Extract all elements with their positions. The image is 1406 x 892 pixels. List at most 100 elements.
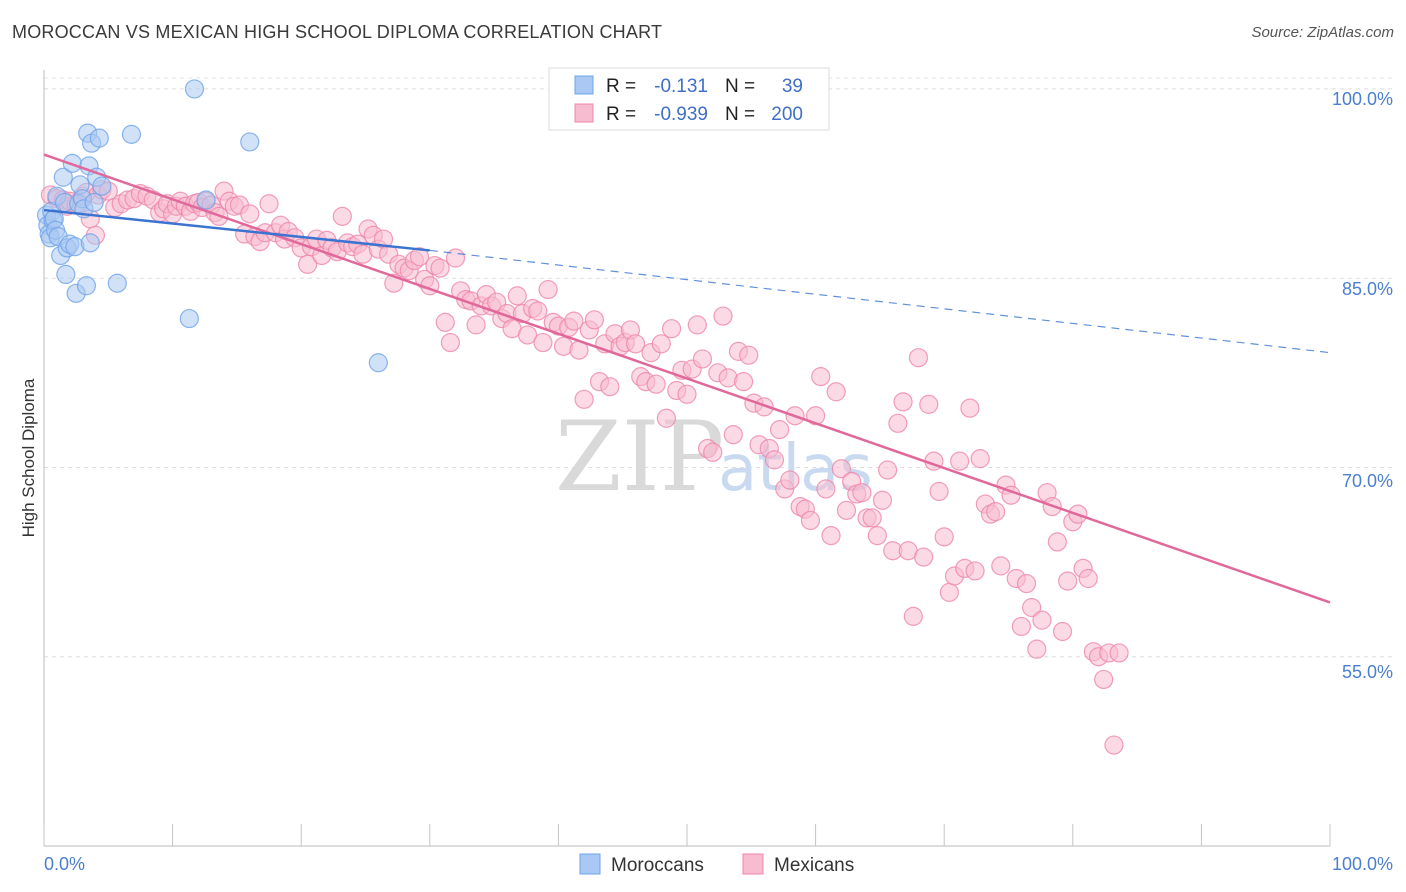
mexican-point (970, 449, 990, 469)
x-tick-label-left: 0.0% (44, 854, 85, 874)
bottom-legend-label-moroccans: Moroccans (611, 855, 704, 876)
mexican-point (764, 450, 785, 470)
legend-r-label: R = (606, 76, 636, 97)
mexican-point (908, 348, 929, 368)
bottom-legend-swatch-moroccans (579, 853, 601, 875)
mexican-point (528, 301, 548, 321)
mexican-point (713, 306, 733, 326)
mexican-point (816, 479, 836, 499)
mexican-point (466, 315, 486, 335)
y-tick-labels: 100.0% 85.0% 70.0% 55.0% (1332, 89, 1393, 682)
mexican-point (965, 561, 985, 581)
x-axis-ticks (43, 824, 1331, 846)
mexican-point (687, 315, 707, 335)
bottom-legend-label-mexicans: Mexicans (774, 855, 854, 876)
mexican-point (805, 406, 826, 426)
mexican-point (435, 312, 455, 332)
mexican-point (240, 204, 260, 224)
moroccan-point (368, 353, 388, 373)
mexican-point (1109, 643, 1129, 663)
mexican-point (703, 442, 723, 462)
legend-n-label: N = (725, 76, 755, 97)
mexicans-trend-line (43, 153, 1331, 604)
mexican-point (831, 459, 851, 479)
mexican-point (836, 500, 857, 520)
moroccan-point (196, 190, 216, 210)
mexican-point (1047, 532, 1067, 552)
mexican-point (1052, 621, 1073, 642)
mexican-point (929, 481, 949, 502)
legend-swatch-moroccans (574, 75, 594, 95)
legend-swatch-mexicans (574, 103, 594, 123)
legend-r-value: -0.131 (654, 76, 708, 97)
moroccans-points (36, 79, 388, 373)
mexican-point (507, 286, 527, 306)
mexican-point (739, 345, 759, 365)
moroccans-trend-extension (429, 249, 1331, 354)
moroccan-point (92, 176, 112, 196)
mexican-point (991, 556, 1011, 576)
mexican-point (625, 334, 646, 354)
mexican-point (430, 258, 450, 278)
legend-box: R = -0.131 N = 39 R = -0.939 N = 200 (548, 67, 830, 131)
mexican-point (533, 332, 553, 353)
mexican-point (656, 408, 677, 428)
moroccan-point (184, 79, 205, 99)
moroccan-point (107, 273, 127, 293)
moroccans-trend-line (43, 208, 430, 252)
mexican-point (600, 377, 620, 397)
mexican-point (986, 502, 1006, 522)
legend-n-value: 200 (771, 104, 803, 125)
moroccan-point (80, 233, 100, 253)
bottom-legend-swatch-mexicans (742, 853, 764, 875)
mexican-point (914, 547, 934, 567)
y-tick-label: 100.0% (1332, 89, 1393, 109)
mexican-point (692, 349, 713, 369)
mexican-point (903, 606, 923, 626)
mexican-point (1016, 573, 1037, 594)
mexican-point (811, 367, 831, 387)
mexican-point (440, 332, 460, 353)
bottom-legend: Moroccans Mexicans (579, 853, 854, 876)
y-axis-label: High School Diploma (19, 378, 38, 537)
y-tick-label: 85.0% (1342, 279, 1393, 299)
mexican-point (821, 525, 841, 546)
x-tick-label-right: 100.0% (1332, 854, 1393, 874)
mexican-point (584, 310, 605, 330)
mexican-point (1104, 735, 1124, 755)
watermark-zip: ZIP (555, 401, 724, 513)
mexican-point (445, 248, 466, 268)
chart-title: MOROCCAN VS MEXICAN HIGH SCHOOL DIPLOMA … (12, 22, 663, 42)
mexican-point (733, 372, 754, 392)
legend-r-label: R = (606, 104, 636, 125)
moroccan-point (240, 132, 260, 152)
legend-r-value: -0.939 (654, 104, 708, 125)
mexican-point (934, 527, 954, 547)
mexican-point (1094, 669, 1114, 690)
moroccan-point (76, 276, 97, 296)
mexican-point (332, 206, 352, 226)
moroccan-point (56, 264, 76, 285)
mexican-point (939, 582, 959, 602)
y-tick-label: 55.0% (1342, 662, 1393, 682)
mexican-point (867, 525, 887, 546)
legend-frame (548, 67, 830, 131)
mexican-point (872, 490, 893, 510)
mexican-point (862, 508, 882, 528)
mexican-point (651, 334, 671, 354)
mexican-point (409, 247, 430, 267)
mexican-point (677, 384, 697, 404)
mexican-point (893, 392, 913, 412)
mexican-point (574, 389, 594, 409)
mexican-point (538, 279, 558, 300)
mexican-point (259, 194, 279, 214)
moroccan-point (53, 167, 73, 187)
mexican-point (852, 483, 872, 503)
mexican-point (1027, 639, 1047, 659)
mexican-point (1058, 571, 1078, 591)
y-tick-label: 70.0% (1342, 471, 1393, 491)
mexican-point (919, 394, 939, 414)
mexican-point (723, 425, 743, 445)
trend-lines (43, 153, 1331, 604)
legend-n-label: N = (725, 104, 755, 125)
